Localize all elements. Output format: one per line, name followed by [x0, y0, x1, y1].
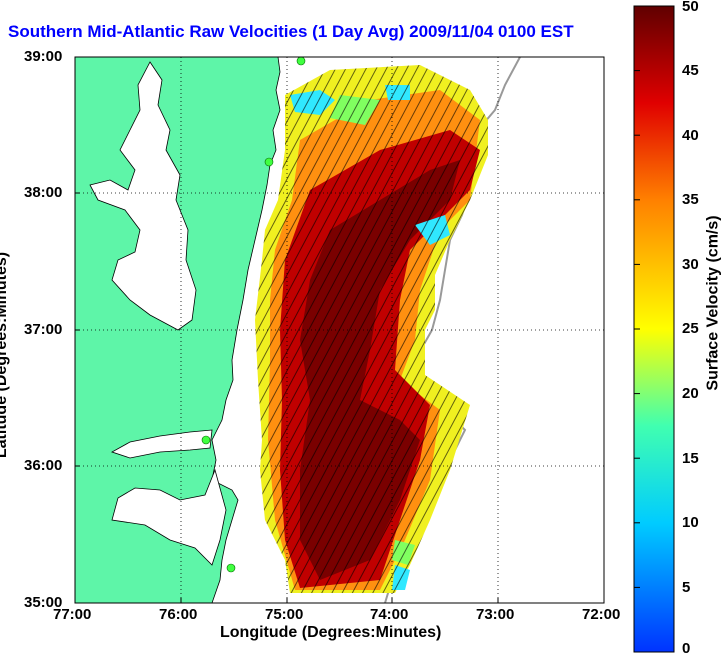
x-tick-label: 76:00	[159, 606, 198, 623]
x-axis-label: Longitude (Degrees:Minutes)	[220, 624, 442, 641]
y-tick-label: 37:00	[24, 321, 63, 338]
albemarle-sound	[111, 429, 213, 459]
radar-site-marker	[201, 435, 211, 445]
colorbar-ticks	[634, 5, 640, 653]
map-title: Southern Mid-Atlantic Raw Velocities (1 …	[8, 22, 574, 41]
colorbar-tick-label: 5	[682, 579, 691, 596]
x-tick-label: 73:00	[476, 606, 515, 623]
x-tick-label: 74:00	[370, 606, 409, 623]
pamlico-sound	[111, 468, 227, 566]
y-tick-label: 38:00	[24, 184, 63, 201]
y-axis-label: Latitude (Degrees:Minutes)	[0, 251, 11, 459]
chesapeake-bay	[89, 61, 197, 331]
colorbar-tick-label: 45	[682, 62, 699, 79]
colorbar-tick-label: 35	[682, 191, 699, 208]
colorbar-tick-label: 0	[682, 640, 691, 657]
radar-site-marker	[296, 57, 306, 66]
colorbar-tick-label: 30	[682, 256, 699, 273]
colorbar-tick-label: 15	[682, 450, 699, 467]
colorbar-tick-label: 20	[682, 385, 699, 402]
x-tick-label: 75:00	[265, 606, 304, 623]
velocity-field	[255, 65, 488, 593]
radar-site-marker	[264, 157, 274, 167]
x-tick-label: 72:00	[582, 606, 621, 623]
colorbar-tick-label: 10	[682, 514, 699, 531]
colorbar-tick-label: 25	[682, 320, 699, 337]
y-tick-label: 36:00	[24, 457, 63, 474]
y-tick-label: 35:00	[24, 594, 63, 611]
colorbar	[633, 5, 675, 653]
y-tick-label: 39:00	[24, 48, 63, 65]
plot-area	[75, 57, 604, 603]
colorbar-label: Surface Velocity (cm/s)	[704, 215, 722, 391]
colorbar-tick-label: 40	[682, 127, 699, 144]
colorbar-tick-label: 50	[682, 0, 699, 15]
radar-site-marker	[226, 563, 236, 573]
x-tick-label: 77:00	[53, 606, 92, 623]
grid-lines	[75, 57, 604, 603]
